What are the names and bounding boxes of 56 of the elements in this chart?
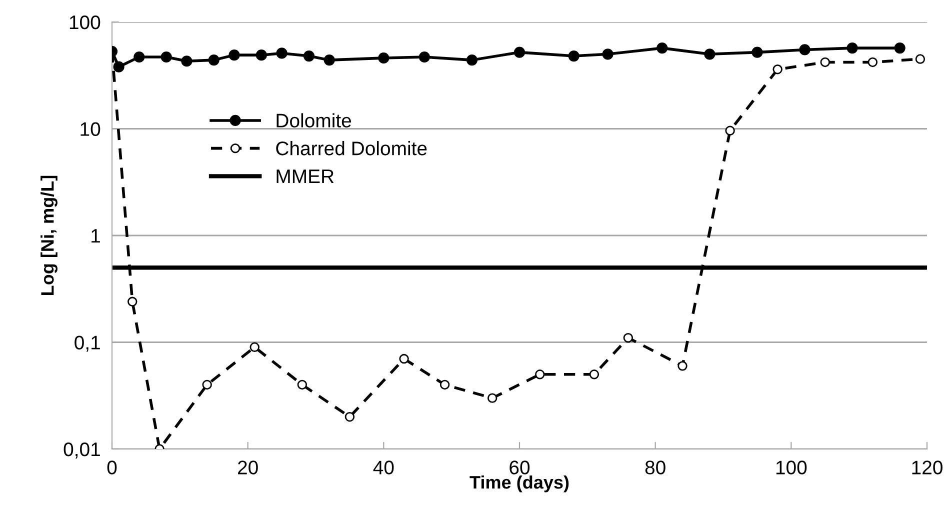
point: [399, 354, 409, 364]
point: [602, 48, 614, 60]
point: [113, 61, 124, 72]
point: [202, 380, 212, 390]
legend-label: Dolomite: [276, 113, 352, 128]
point: [440, 380, 450, 390]
point: [344, 412, 355, 422]
point: [324, 54, 335, 66]
point: [303, 50, 315, 62]
point: [466, 54, 478, 66]
point: [378, 52, 390, 64]
x-tick-label: 40: [373, 460, 394, 474]
y-tick-label: 0,1: [74, 336, 100, 352]
point: [276, 48, 288, 59]
point: [820, 57, 830, 68]
point: [894, 42, 906, 54]
point: [725, 126, 735, 136]
y-tick-label: 0,01: [64, 442, 100, 459]
legend-label: MMER: [276, 170, 334, 183]
x-axis-title: Time (days): [470, 475, 569, 492]
point: [297, 380, 308, 390]
point: [535, 370, 545, 380]
y-axis-title: Log [Ni, mg/L]: [40, 176, 58, 295]
point: [623, 332, 634, 343]
legend-label: Charred Dolomite: [276, 141, 427, 156]
point: [772, 64, 782, 74]
point: [846, 42, 858, 54]
point: [915, 54, 926, 64]
point: [868, 57, 878, 68]
x-tick-label: 80: [645, 460, 666, 474]
point: [418, 51, 430, 63]
point: [704, 48, 716, 60]
point: [487, 393, 498, 403]
x-tick-label: 0: [107, 460, 117, 474]
y-tick-label: 1: [92, 229, 100, 243]
point: [128, 296, 138, 307]
y-tick-label: 100: [70, 15, 100, 30]
point: [678, 361, 688, 371]
x-tick-label: 120: [912, 460, 942, 474]
point: [208, 54, 220, 66]
y-tick-label: 10: [80, 122, 100, 136]
x-tick-label: 100: [776, 460, 807, 474]
point: [589, 370, 600, 380]
x-tick-label: 20: [238, 460, 258, 474]
point: [256, 50, 267, 61]
point: [160, 51, 172, 63]
point: [568, 50, 580, 62]
x-tick-label: 60: [510, 460, 530, 474]
point: [799, 44, 810, 56]
point: [134, 51, 145, 63]
point: [250, 342, 260, 352]
point: [228, 50, 240, 61]
point: [181, 56, 192, 67]
point: [514, 46, 526, 58]
point: [752, 46, 763, 58]
point: [656, 42, 668, 54]
